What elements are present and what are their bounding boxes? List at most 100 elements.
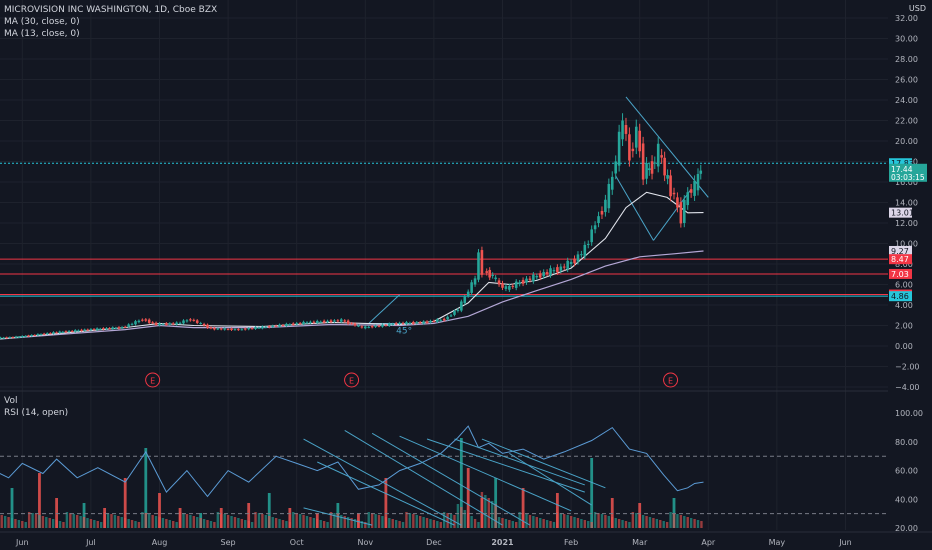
candle-body <box>535 276 539 278</box>
volume-bar <box>425 518 429 528</box>
volume-bar <box>329 512 333 528</box>
volume-bar <box>72 514 75 528</box>
volume-bar <box>257 513 261 528</box>
candle-body <box>89 329 93 331</box>
earnings-marker[interactable] <box>145 372 161 388</box>
volume-bar <box>93 520 96 528</box>
candles <box>0 113 703 340</box>
price-tick-label: 30.00 <box>895 35 918 44</box>
earnings-marker[interactable] <box>344 372 360 388</box>
time-tick-label: Apr <box>701 538 716 547</box>
candle-body <box>309 321 312 323</box>
time-tick-label: May <box>769 538 786 547</box>
price-axis[interactable]: 32.0030.0028.0026.0024.0022.0020.0018.00… <box>889 14 927 533</box>
ma30-line <box>0 250 704 340</box>
candle-body <box>271 325 274 327</box>
candle-body <box>141 319 144 321</box>
candle-body <box>333 320 336 322</box>
countdown-label: 03:03:15 <box>891 173 925 182</box>
volume-bar <box>10 488 14 528</box>
rsi-trend-line <box>344 429 503 526</box>
candle-body <box>470 282 473 293</box>
candle-body <box>439 319 443 321</box>
candle-body <box>243 328 247 330</box>
volume-bar <box>288 508 292 528</box>
volume-bar <box>511 521 514 528</box>
time-tick-label: Oct <box>290 538 304 547</box>
volume-bar <box>34 514 38 528</box>
candle-body <box>559 266 563 271</box>
volume-bar <box>467 513 470 528</box>
volume-legend[interactable]: Vol <box>4 396 18 406</box>
candle-body <box>49 333 52 335</box>
volume-bar <box>662 521 665 528</box>
volume-bar <box>161 518 165 528</box>
time-tick-label: Jul <box>85 538 96 547</box>
candle-body <box>415 322 419 324</box>
price-tick-label: 20.00 <box>895 137 918 146</box>
earnings-marker[interactable] <box>663 372 679 388</box>
candle-body <box>257 327 261 329</box>
candle-body <box>230 328 233 331</box>
candle-body <box>178 322 182 324</box>
volume-bar <box>676 514 679 528</box>
time-axis[interactable]: Jun Jul Aug Sep Oct Nov Dec 2021 Feb Mar Apr May Jun <box>0 531 932 547</box>
price-tick-label: 6.00 <box>895 281 913 290</box>
candle-body <box>614 161 617 174</box>
volume-bar <box>580 519 583 528</box>
volume-bar <box>611 517 614 528</box>
candle-body <box>42 333 46 335</box>
candle-body <box>319 321 323 323</box>
candle-body <box>267 326 271 328</box>
candle-body <box>693 180 696 196</box>
volume-bar <box>689 518 693 528</box>
candle-body <box>488 269 491 278</box>
candle-body <box>650 161 654 174</box>
candle-body <box>580 254 583 256</box>
chart-title: MICROVISION INC WASHINGTON, 1D, Cboe BZX <box>4 5 218 15</box>
rsi-trend-line <box>454 438 585 486</box>
volume-bar <box>631 512 635 528</box>
volume-bar <box>597 513 600 528</box>
volume-bar <box>285 521 288 528</box>
candle-body <box>134 321 137 325</box>
volume-bar <box>648 517 652 528</box>
volume-bar <box>271 517 274 528</box>
volume-bar <box>590 522 593 528</box>
volume-bar <box>38 515 41 528</box>
volume-bar <box>515 522 518 528</box>
ma13-legend[interactable]: MA (13, close, 0) <box>4 29 80 39</box>
rsi-legend[interactable]: RSI (14, open) <box>4 408 69 418</box>
volume-bar <box>364 522 367 528</box>
candle-body <box>92 329 96 331</box>
candle-body <box>480 250 484 275</box>
candle-body <box>466 291 470 296</box>
candle-body <box>219 328 223 330</box>
candle-body <box>653 162 657 164</box>
candle-body <box>573 258 576 264</box>
volume-bar <box>504 519 508 528</box>
angle-tool-line <box>368 294 400 324</box>
volume-bar <box>604 515 607 528</box>
time-tick-label: 2021 <box>491 538 514 547</box>
volume-bar <box>429 519 432 528</box>
candle-body <box>24 336 27 338</box>
candle-body <box>285 323 288 326</box>
volume-bar <box>21 521 24 528</box>
candle-body <box>250 328 254 330</box>
candle-body <box>123 326 127 328</box>
volume-bar <box>154 516 158 528</box>
candle-body <box>254 327 257 329</box>
candle-body <box>525 278 528 283</box>
price-label: 17.83 <box>891 159 914 168</box>
volume-bar <box>172 521 175 528</box>
volume-bar <box>583 520 587 528</box>
candle-body <box>195 320 199 323</box>
volume-bar <box>401 522 405 528</box>
price-label-bg <box>889 268 912 279</box>
volume-bar <box>127 519 130 528</box>
volume-bar <box>693 519 696 528</box>
ma30-legend[interactable]: MA (30, close, 0) <box>4 17 80 27</box>
